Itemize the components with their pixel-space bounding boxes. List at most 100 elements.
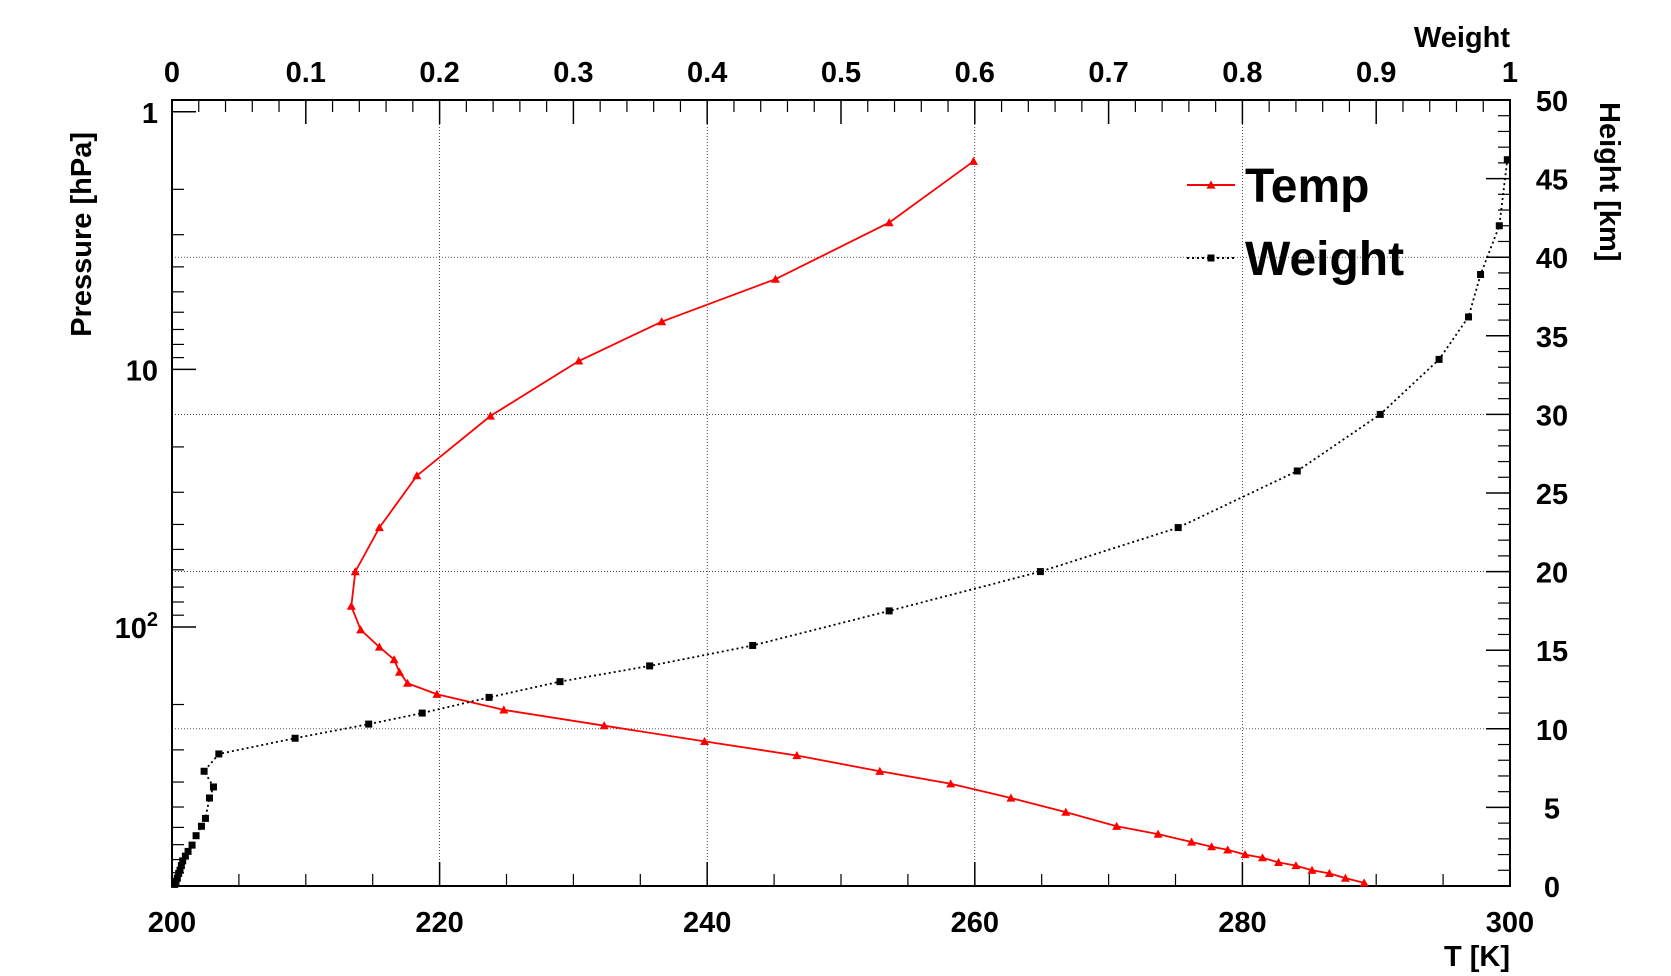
data-point-weight [1293,467,1301,475]
tick-label-top: 0.7 [1088,57,1128,89]
legend-label-weight: Weight [1245,233,1404,286]
data-point-weight [1174,524,1182,532]
data-point-temp [1207,842,1217,851]
y-axis-title-pressure: Pressure [hPa] [66,132,98,337]
data-point-temp [350,567,360,576]
data-point-temp [1359,878,1369,887]
tick-label-bottom: 200 [148,907,196,939]
data-point-weight [177,862,185,870]
data-point-temp [374,642,384,651]
data-point-temp [770,274,780,283]
data-point-weight [209,783,217,791]
data-point-temp [1307,865,1317,874]
data-point-temp [389,655,399,664]
tick-label-left: 1 [142,98,158,130]
data-point-temp [792,751,802,760]
legend-marker-weight [1207,254,1215,262]
data-point-weight [1495,222,1503,230]
tick-label-top: 0.6 [955,57,995,89]
tick-label-left: 102 [115,609,158,645]
data-point-temp [1223,845,1233,854]
data-point-weight [176,866,184,874]
data-point-weight [1477,270,1485,278]
data-point-temp [1291,861,1301,870]
tick-label-right: 35 [1536,322,1568,354]
series-line-weight [173,159,1509,885]
data-point-weight [1503,156,1511,164]
data-point-temp [1061,807,1071,816]
data-point-weight [188,841,196,849]
tick-label-right: 0 [1544,872,1560,904]
data-point-temp [1274,857,1284,867]
tick-label-bottom: 300 [1486,907,1534,939]
data-point-weight [215,750,223,758]
data-point-weight [184,847,192,855]
data-point-temp [346,601,356,610]
legend: Temp Weight [1187,160,1404,286]
data-point-weight [556,678,564,686]
data-point-weight [749,641,757,649]
data-point-weight [1376,410,1384,418]
data-point-weight [179,857,187,865]
tick-label-top: 1 [1502,57,1518,89]
data-point-temp [356,625,366,634]
data-point-weight [192,832,200,840]
plot-frame [171,99,1511,887]
data-point-temp [657,317,667,326]
series-weight [171,156,1511,888]
data-point-weight [205,794,213,802]
data-point-weight [1435,355,1443,363]
tick-label-top: 0.9 [1356,57,1396,89]
data-point-temp [402,678,412,687]
data-point-temp [968,156,978,165]
y-axis-title-height: Height [km] [1593,102,1625,262]
data-point-temp [875,766,885,775]
data-point-temp [412,471,422,480]
data-point-temp [700,736,710,745]
tick-label-right: 25 [1536,479,1568,511]
tick-label-top: 0.5 [821,57,861,89]
tick-label-right: 50 [1536,86,1568,118]
data-point-weight [418,709,426,717]
tick-label-right: 15 [1536,636,1568,668]
grid [172,100,1510,886]
tick-label-top: 0 [164,57,180,89]
x-axis-title-weight: Weight [1414,22,1510,54]
data-point-temp [374,523,384,532]
data-point-weight [197,822,205,830]
data-point-temp [485,411,495,420]
tick-label-bottom: 220 [415,907,463,939]
data-point-temp [574,356,584,365]
tick-label-right: 40 [1536,243,1568,275]
tick-label-top: 0.2 [419,57,459,89]
x-axis-title-temperature: T [K] [1444,941,1510,973]
data-point-temp [499,705,509,714]
tick-label-right: 45 [1536,165,1568,197]
tick-label-bottom: 280 [1218,907,1266,939]
tick-label-right: 20 [1536,558,1568,590]
data-point-temp [1187,837,1197,846]
data-point-weight [485,693,493,701]
axis-ticks [171,99,1511,887]
tick-label-top: 0.8 [1222,57,1262,89]
tick-label-right: 30 [1536,400,1568,432]
tick-label-top: 0.1 [286,57,326,89]
data-point-temp [1324,868,1334,878]
data-point-temp [432,689,442,698]
data-point-weight [646,662,654,670]
tick-label-top: 0.4 [687,57,727,89]
data-point-temp [1153,829,1163,838]
data-point-temp [946,779,956,788]
data-point-weight [291,734,299,742]
tick-label-right: 10 [1536,715,1568,747]
data-point-temp [1112,821,1122,830]
tick-label-top: 0.3 [553,57,593,89]
data-point-temp [1240,850,1250,859]
data-point-temp [1340,873,1350,882]
data-point-temp [599,721,609,730]
data-point-temp [394,667,404,676]
data-point-weight [1036,568,1044,576]
tick-label-right: 5 [1544,793,1560,825]
